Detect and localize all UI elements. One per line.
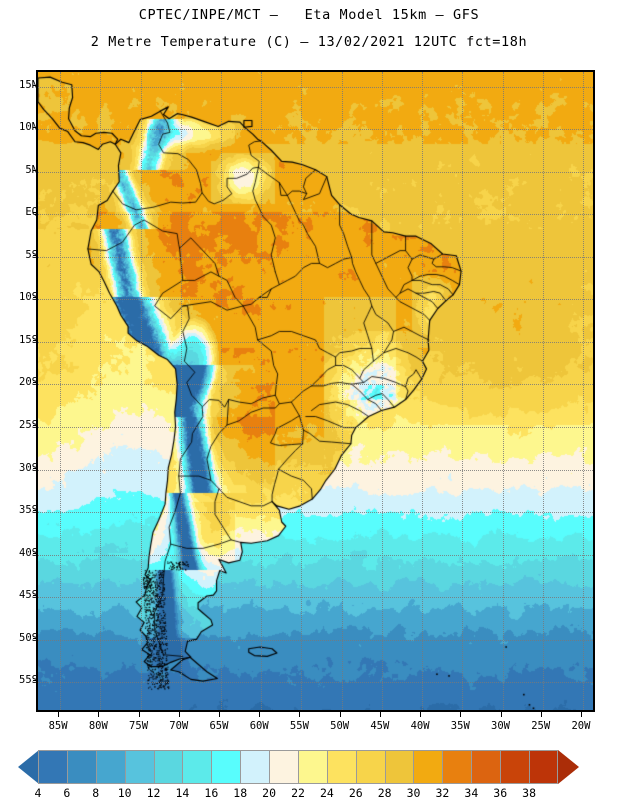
colorbar-cell-4 [154,750,183,784]
colorbar-cell-7 [240,750,269,784]
map-plot-area [36,70,595,712]
colorbar-cell-17 [529,750,558,784]
lon-tick-20W [581,712,582,717]
colorbar-under-arrow [18,750,39,784]
colorbar-cell-8 [269,750,298,784]
lat-tick-15N [33,85,38,86]
lon-tick-25W [541,712,542,717]
lat-tick-EQ [33,212,38,213]
colorbar-tick-38: 38 [511,786,547,800]
lon-label-20W: 20W [561,721,601,732]
lat-tick-55S [33,680,38,681]
lat-tick-40S [33,553,38,554]
longitude-axis: 85W 80W 75W 70W 65W 60W 55W 50W 45W 40W 35W 30W 25W 2… [36,712,595,738]
lon-tick-65W [219,712,220,717]
lon-tick-40W [420,712,421,717]
lon-tick-50W [340,712,341,717]
colorbar-over-arrow [558,750,579,784]
lat-tick-5S [33,255,38,256]
title-line-2: 2 Metre Temperature (C) — 13/02/2021 12U… [0,34,618,50]
colorbar-strip [38,750,558,784]
lat-tick-15S [33,340,38,341]
lat-tick-25S [33,425,38,426]
lon-label-65W: 65W [199,721,239,732]
colorbar-cell-16 [500,750,529,784]
lon-label-60W: 60W [239,721,279,732]
colorbar: 4 6 8 10 12 14 16 18 20 22 24 26 28 30 32 34 36 38 [0,744,618,800]
colorbar-cell-12 [385,750,414,784]
colorbar-cell-6 [211,750,240,784]
lon-label-70W: 70W [159,721,199,732]
lon-label-80W: 80W [78,721,118,732]
colorbar-cell-3 [125,750,154,784]
chart-header: CPTEC/INPE/MCT — Eta Model 15km — GFS 2 … [0,0,618,50]
lon-label-40W: 40W [400,721,440,732]
lat-tick-10N [33,127,38,128]
lat-tick-20S [33,382,38,383]
title-line-1: CPTEC/INPE/MCT — Eta Model 15km — GFS [0,7,618,23]
lat-tick-50S [33,638,38,639]
lon-tick-55W [299,712,300,717]
lat-tick-35S [33,510,38,511]
lon-tick-85W [58,712,59,717]
lon-tick-70W [179,712,180,717]
latitude-axis: 15N 10N 5N EQ 5S 10S 15S 20S 25S 30S 35S 40S 45S 50S 5… [0,70,38,712]
lon-tick-75W [139,712,140,717]
lon-tick-45W [380,712,381,717]
lon-tick-60W [259,712,260,717]
lon-tick-30W [501,712,502,717]
lat-tick-45S [33,595,38,596]
temperature-heatmap-canvas [38,72,593,710]
colorbar-cell-15 [471,750,500,784]
colorbar-cell-0 [38,750,67,784]
lon-tick-80W [98,712,99,717]
colorbar-cell-9 [298,750,327,784]
lon-label-85W: 85W [38,721,78,732]
colorbar-cell-14 [442,750,471,784]
colorbar-cell-5 [182,750,211,784]
lat-tick-10S [33,297,38,298]
lon-tick-35W [460,712,461,717]
lon-label-45W: 45W [360,721,400,732]
colorbar-cell-13 [413,750,442,784]
lon-label-55W: 55W [279,721,319,732]
lon-label-30W: 30W [481,721,521,732]
colorbar-cell-2 [96,750,125,784]
lat-tick-30S [33,468,38,469]
lon-label-25W: 25W [521,721,561,732]
lon-label-50W: 50W [320,721,360,732]
lon-label-35W: 35W [440,721,480,732]
lat-tick-5N [33,170,38,171]
colorbar-cell-11 [356,750,385,784]
lon-label-75W: 75W [119,721,159,732]
colorbar-cell-10 [327,750,356,784]
colorbar-cell-1 [67,750,96,784]
